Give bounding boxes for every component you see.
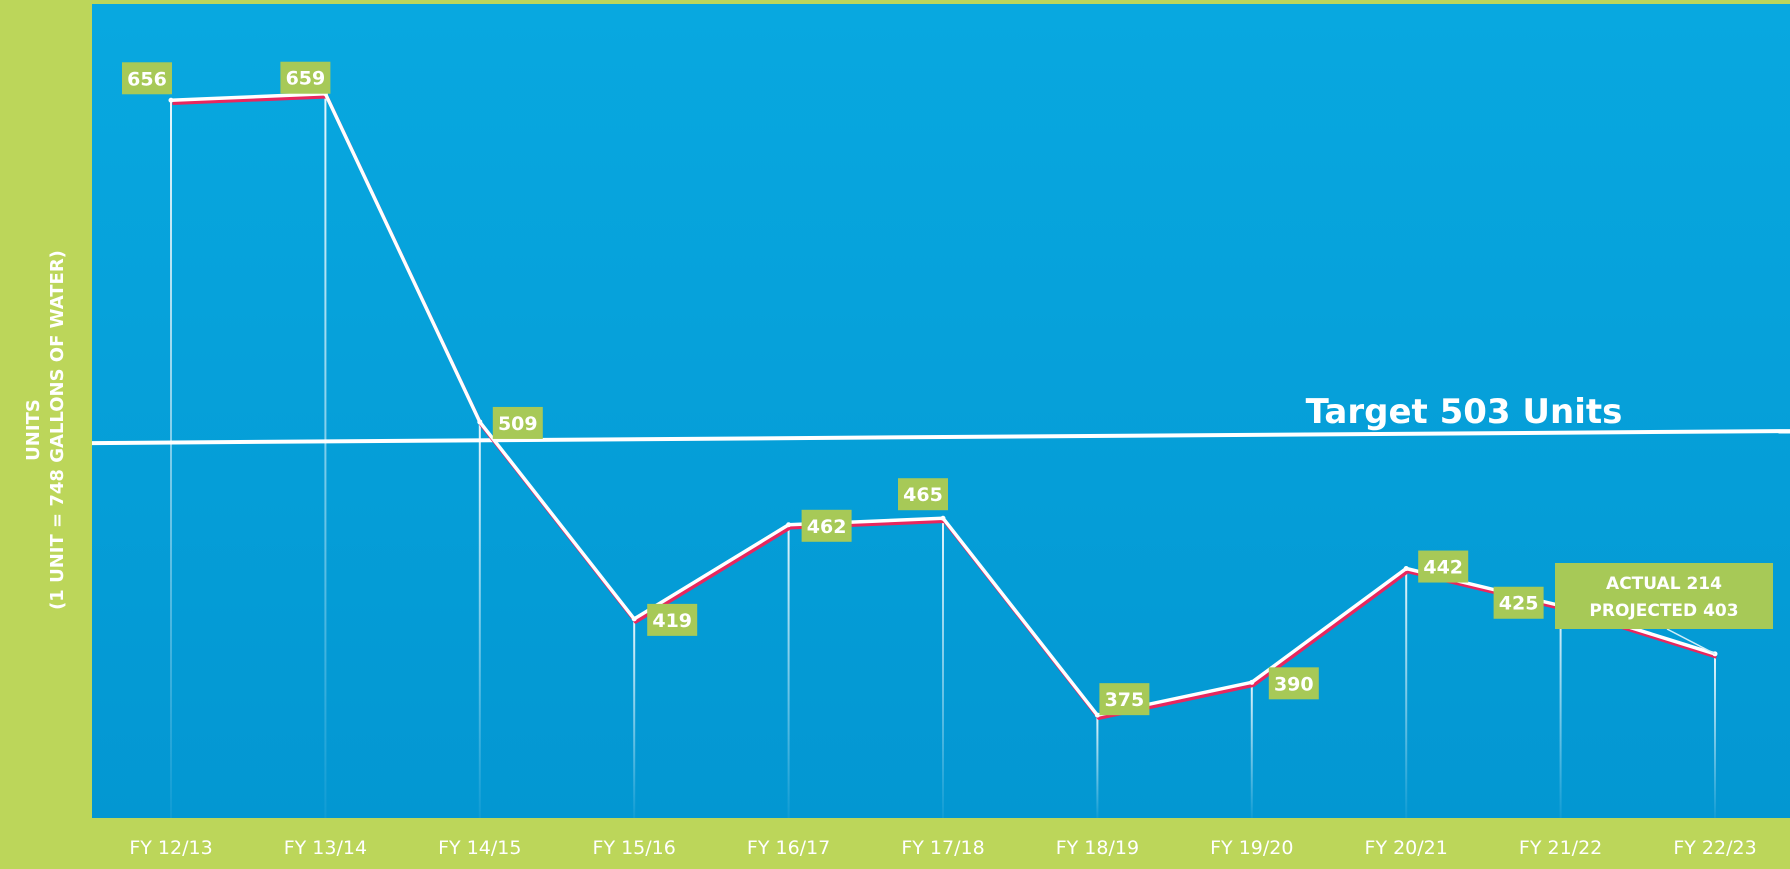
drop-line-2: [478, 421, 481, 818]
plot-area: [92, 4, 1790, 818]
drop-line-6: [1096, 715, 1099, 818]
callout-leader: [1666, 628, 1716, 655]
drop-line-9: [1559, 605, 1562, 818]
data-point-5: [940, 515, 946, 521]
callout-line2: PROJECTED 403: [1589, 601, 1738, 621]
data-label-box-6: [1099, 683, 1150, 716]
x-tick-label-4: FY 16/17: [747, 837, 830, 859]
drop-line-8: [1405, 568, 1408, 818]
y-axis-label-line1: UNITS: [23, 399, 44, 461]
callout-line1: ACTUAL 214: [1606, 574, 1722, 594]
x-tick-label-5: FY 17/18: [901, 837, 984, 859]
data-point-2: [477, 419, 483, 425]
y-axis-label-line2: (1 UNIT = 748 GALLONS OF WATER): [47, 250, 68, 610]
data-label-box-3: [647, 603, 698, 636]
x-tick-label-7: FY 19/20: [1210, 837, 1293, 859]
data-label-box-4: [801, 509, 852, 542]
target-line: [91, 429, 1790, 446]
data-point-3: [631, 616, 637, 622]
data-label-box-5: [898, 478, 948, 511]
data-label-0: 656: [127, 68, 167, 90]
data-point-4: [786, 522, 792, 528]
x-tick-label-10: FY 22/23: [1673, 837, 1756, 859]
drop-line-0: [170, 100, 172, 819]
data-label-7: 390: [1274, 673, 1314, 695]
x-tick-label-2: FY 14/15: [438, 837, 521, 859]
data-label-8: 442: [1423, 557, 1463, 579]
target-label: Target 503 Units: [1306, 392, 1623, 432]
data-point-8: [1403, 566, 1409, 572]
data-label-3: 419: [652, 610, 692, 632]
data-label-2: 509: [498, 413, 538, 435]
data-point-7: [1249, 679, 1255, 685]
data-label-box-0: [122, 62, 172, 95]
x-tick-label-9: FY 21/22: [1519, 837, 1602, 859]
x-tick-label-8: FY 20/21: [1365, 837, 1448, 859]
x-tick-label-6: FY 18/19: [1056, 837, 1139, 859]
data-point-0: [168, 97, 174, 103]
data-label-6: 375: [1105, 689, 1145, 711]
x-tick-label-3: FY 15/16: [593, 837, 676, 859]
drop-line-4: [787, 524, 790, 818]
drop-line-7: [1250, 682, 1253, 818]
data-label-box-7: [1268, 667, 1319, 700]
data-label-5: 465: [903, 484, 943, 506]
drop-line-5: [942, 518, 944, 818]
data-label-4: 462: [807, 516, 847, 538]
data-label-box-9: [1493, 586, 1544, 619]
data-label-1: 659: [286, 68, 326, 90]
x-tick-label-0: FY 12/13: [129, 837, 212, 859]
callout-box: [1555, 563, 1773, 629]
x-tick-label-1: FY 13/14: [284, 837, 367, 859]
data-point-6: [1094, 712, 1100, 718]
drop-line-10: [1714, 653, 1716, 818]
data-label-9: 425: [1499, 593, 1539, 615]
data-label-box-8: [1418, 550, 1469, 583]
data-label-box-1: [280, 61, 331, 94]
drop-line-3: [633, 618, 636, 818]
y-axis-label: UNITS (1 UNIT = 748 GALLONS OF WATER): [8, 100, 84, 760]
data-label-box-2: [492, 406, 543, 439]
drop-line-1: [324, 93, 327, 818]
